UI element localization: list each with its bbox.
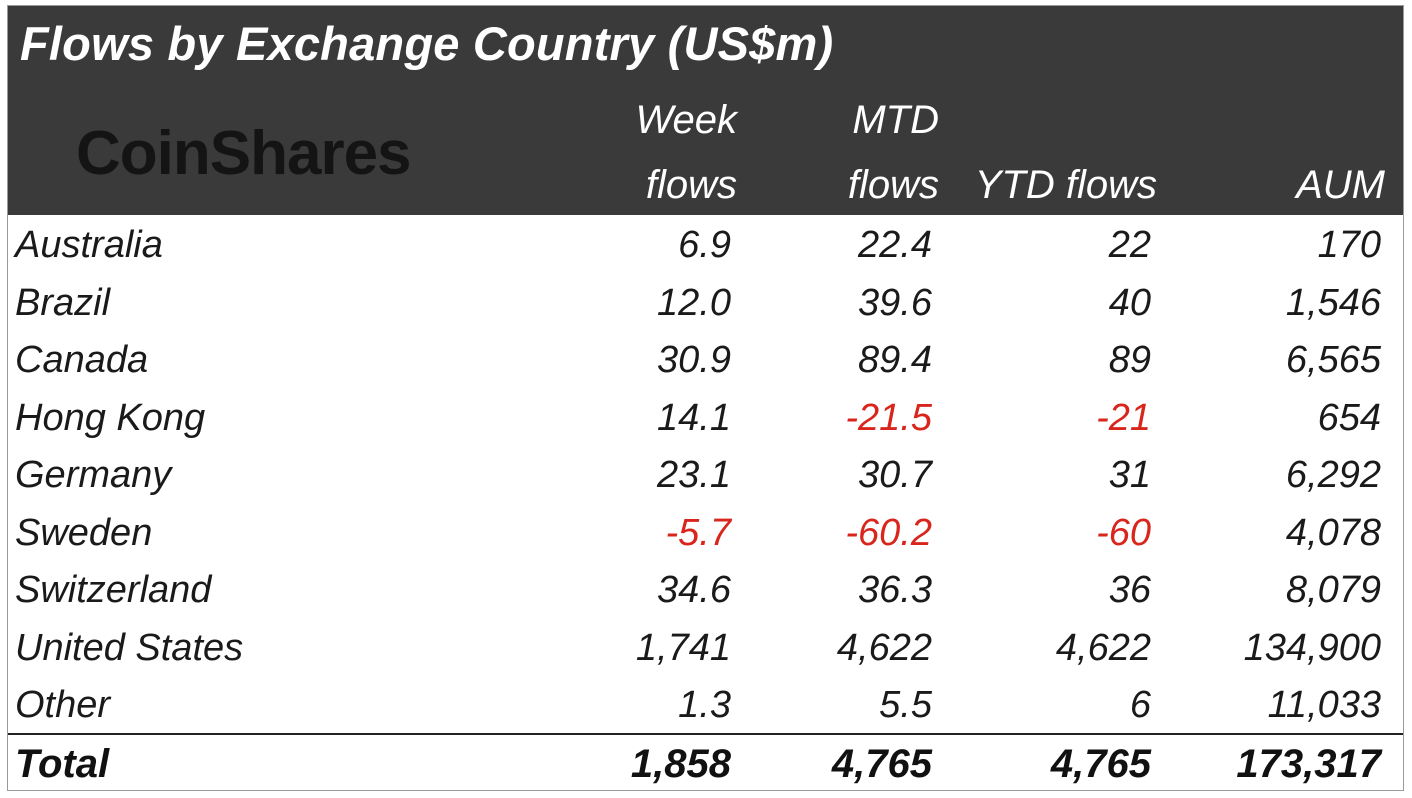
table-row: Switzerland 34.6 36.3 36 8,079	[8, 560, 1403, 618]
table-row: United States 1,741 4,622 4,622 134,900	[8, 618, 1403, 676]
column-header-aum: AUM	[1296, 163, 1385, 207]
country-cell: Switzerland	[15, 569, 212, 611]
mtd-flows-cell: -60.2	[845, 511, 932, 554]
aum-cell: 6,565	[1285, 339, 1381, 381]
week-flows-cell: 34.6	[657, 569, 731, 611]
table-row: Hong Kong 14.1 -21.5 -21 654	[8, 388, 1403, 446]
table-row: Australia 6.9 22.4 22 170	[8, 215, 1403, 273]
mtd-flows-cell: 89.4	[858, 339, 932, 381]
aum-cell: 11,033	[1267, 684, 1381, 726]
country-cell: Canada	[15, 339, 149, 381]
column-header-mtd-line1: MTD	[852, 98, 939, 142]
column-header-mtd-flows: MTD flows	[848, 96, 939, 209]
country-cell: Brazil	[15, 281, 111, 324]
total-aum: 173,317	[1236, 742, 1381, 786]
mtd-flows-cell: 4,622	[836, 626, 932, 669]
total-week-flows: 1,858	[630, 742, 731, 786]
table-row: Sweden -5.7 -60.2 -60 4,078	[8, 503, 1403, 561]
table-row: Canada 30.9 89.4 89 6,565	[8, 330, 1403, 388]
mtd-flows-cell: 5.5	[879, 684, 932, 726]
table-header: Flows by Exchange Country (US$m) CoinSha…	[8, 6, 1403, 215]
table-row: Germany 23.1 30.7 31 6,292	[8, 445, 1403, 503]
total-ytd-flows: 4,765	[1050, 742, 1151, 786]
country-cell: Australia	[15, 224, 163, 266]
aum-cell: 654	[1317, 396, 1381, 439]
aum-cell: 1,546	[1285, 281, 1381, 324]
ytd-flows-cell: 4,622	[1055, 626, 1151, 669]
week-flows-cell: 12.0	[657, 281, 731, 324]
week-flows-cell: -5.7	[665, 511, 731, 554]
column-header-week-line1: Week	[635, 98, 737, 142]
aum-cell: 4,078	[1285, 511, 1381, 554]
aum-cell: 170	[1317, 224, 1381, 266]
aum-cell: 6,292	[1285, 454, 1381, 496]
ytd-flows-cell: 89	[1108, 339, 1151, 381]
total-label: Total	[15, 742, 110, 786]
ytd-flows-cell: 36	[1108, 569, 1151, 611]
table-title: Flows by Exchange Country (US$m)	[20, 17, 834, 70]
mtd-flows-cell: 30.7	[858, 454, 932, 496]
week-flows-cell: 23.1	[657, 454, 731, 496]
country-cell: Germany	[15, 454, 172, 496]
column-header-week-flows: Week flows	[635, 96, 737, 209]
column-header-ytd-flows: YTD flows	[974, 163, 1157, 207]
ytd-flows-cell: 6	[1129, 684, 1151, 726]
ytd-flows-cell: 40	[1108, 281, 1151, 324]
mtd-flows-cell: 39.6	[858, 281, 932, 324]
ytd-flows-cell: -60	[1096, 511, 1151, 554]
aum-cell: 134,900	[1243, 626, 1381, 669]
week-flows-cell: 1,741	[635, 626, 731, 669]
table-body: Australia 6.9 22.4 22 170 Brazil 12.0 39.6 40 1,5…	[8, 215, 1403, 733]
country-cell: United States	[15, 626, 244, 669]
table-row: Other 1.3 5.5 6 11,033	[8, 675, 1403, 733]
country-cell: Hong Kong	[15, 396, 206, 439]
week-flows-cell: 14.1	[657, 396, 731, 439]
flows-table: Flows by Exchange Country (US$m) CoinSha…	[7, 5, 1404, 791]
ytd-flows-cell: -21	[1096, 396, 1151, 439]
mtd-flows-cell: -21.5	[845, 396, 932, 439]
column-header-mtd-line2: flows	[847, 163, 939, 207]
column-header-week-line2: flows	[645, 163, 737, 207]
table-row: Brazil 12.0 39.6 40 1,546	[8, 273, 1403, 331]
ytd-flows-cell: 31	[1108, 454, 1151, 496]
week-flows-cell: 6.9	[678, 224, 731, 266]
total-row: Total 1,858 4,765 4,765 173,317	[8, 733, 1403, 793]
mtd-flows-cell: 22.4	[858, 224, 932, 266]
week-flows-cell: 30.9	[657, 339, 731, 381]
mtd-flows-cell: 36.3	[858, 569, 932, 611]
coinshares-logo: CoinShares	[76, 119, 412, 188]
country-cell: Other	[15, 684, 111, 726]
ytd-flows-cell: 22	[1108, 224, 1151, 266]
aum-cell: 8,079	[1285, 569, 1381, 611]
total-mtd-flows: 4,765	[831, 742, 932, 786]
week-flows-cell: 1.3	[678, 684, 731, 726]
country-cell: Sweden	[15, 511, 153, 554]
